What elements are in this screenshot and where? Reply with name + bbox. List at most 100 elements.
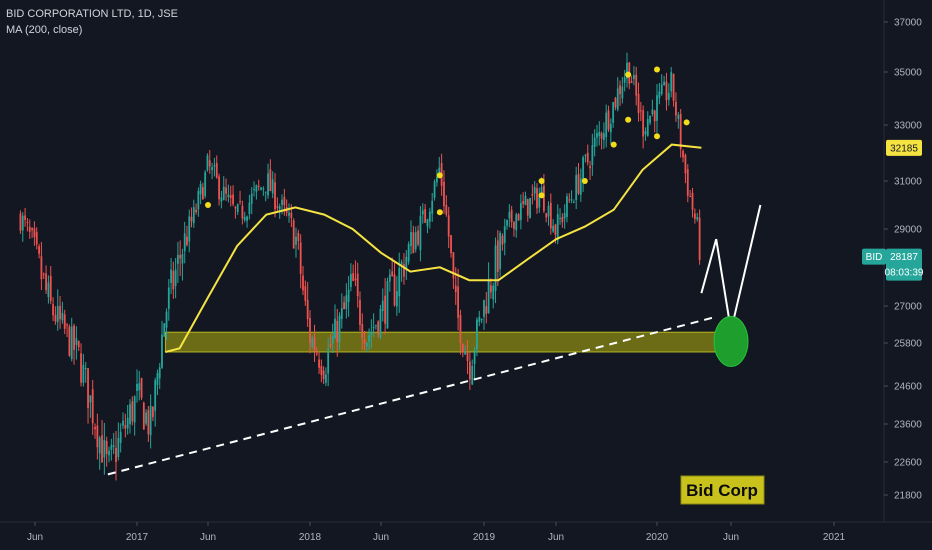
price-tick-label: 35000 [894, 68, 922, 79]
candle-body [26, 222, 29, 224]
candle-body [267, 173, 269, 196]
annotation-label: Bid Corp [686, 481, 758, 500]
candle-body [473, 350, 476, 364]
candle-body [320, 366, 323, 375]
candle-body [623, 77, 626, 83]
candle-body [354, 278, 357, 281]
candle-body [600, 133, 603, 139]
candle-body [232, 194, 234, 205]
candle-body [246, 216, 248, 221]
candle-body [56, 306, 59, 323]
candle-body [421, 210, 424, 215]
candle-body [103, 439, 106, 458]
candle-body [278, 206, 281, 210]
candle-body [552, 226, 555, 232]
candle-body [313, 336, 316, 352]
candle-body [158, 367, 161, 379]
signal-dot [654, 66, 660, 73]
candle-body [66, 324, 68, 326]
candle-body [322, 370, 325, 380]
candle-body [543, 185, 545, 211]
candle-body [515, 214, 518, 231]
price-tick-label: 33000 [894, 121, 922, 132]
candle-body [101, 435, 103, 463]
signal-dot [538, 178, 545, 184]
candle-body [172, 270, 175, 290]
candle-body [483, 300, 485, 317]
time-tick-label: 2021 [823, 532, 846, 543]
candle-body [374, 325, 377, 327]
signal-dot [205, 202, 211, 208]
candle-body [42, 273, 45, 275]
candle-body [494, 245, 497, 291]
candle-body [302, 275, 304, 291]
time-tick-label: 2018 [299, 532, 322, 543]
candle-body [691, 192, 694, 210]
candle-body [424, 209, 427, 223]
candle-body [167, 287, 170, 309]
candle-body [644, 131, 647, 135]
candle-body [660, 84, 663, 94]
candle-body [677, 114, 680, 119]
candle-body [345, 295, 348, 309]
candle-body [163, 323, 166, 337]
candle-body [410, 232, 412, 247]
candle-body [609, 123, 612, 133]
price-tick-label: 27000 [894, 302, 922, 313]
time-tick-label: Jun [200, 532, 216, 543]
candle-body [239, 201, 241, 203]
candle-body [605, 112, 608, 138]
signal-dots-layer [205, 66, 690, 216]
candle-body [236, 204, 239, 213]
candle-body [40, 256, 43, 280]
candle-body [579, 178, 582, 195]
candle-body [696, 217, 699, 220]
candle-body [186, 236, 188, 245]
candle-body [591, 145, 594, 166]
candle-body [545, 213, 548, 218]
candle-body [192, 207, 195, 224]
candle-body [407, 244, 410, 262]
candle-body [243, 217, 246, 220]
symbol-tag [862, 248, 886, 265]
candle-body [538, 194, 541, 208]
time-tick-label: 2020 [646, 532, 669, 543]
candle-body [517, 214, 520, 221]
candle-body [271, 179, 274, 194]
time-axis[interactable]: Jun 2017 Jun 2018 Jun 2019 Jun 2020 Jun 2021 [27, 522, 846, 543]
candle-body [61, 312, 64, 321]
candle-body [443, 181, 445, 207]
candle-body [119, 431, 122, 443]
candle-body [176, 254, 179, 264]
candle-body [513, 221, 515, 229]
candle-body [140, 378, 143, 398]
moving-average-layer [165, 143, 702, 353]
candle-body [63, 314, 66, 329]
candle-body [365, 343, 368, 347]
candle-body [91, 389, 94, 424]
price-tick-label: 25800 [894, 339, 922, 350]
candle-body [115, 447, 117, 462]
candle-body [199, 183, 202, 195]
annotation-box[interactable]: Bid Corp [680, 475, 765, 505]
candle-body [665, 81, 668, 101]
candle-body [510, 209, 513, 223]
candle-body [197, 191, 200, 210]
candle-body [82, 365, 85, 383]
candle-body [561, 216, 564, 223]
candle-body [480, 318, 483, 321]
candle-body [689, 196, 692, 198]
candle-body [262, 188, 265, 190]
candle-body [47, 282, 50, 297]
candle-body [503, 226, 506, 243]
candle-body [136, 384, 138, 391]
candle-body [211, 167, 213, 171]
candle-body [379, 308, 382, 338]
annotation-background [680, 475, 765, 505]
candle-body [98, 437, 101, 454]
target-circle [713, 315, 749, 367]
candle-body [181, 254, 184, 264]
candle-body [487, 280, 490, 314]
candle-body [589, 166, 591, 169]
